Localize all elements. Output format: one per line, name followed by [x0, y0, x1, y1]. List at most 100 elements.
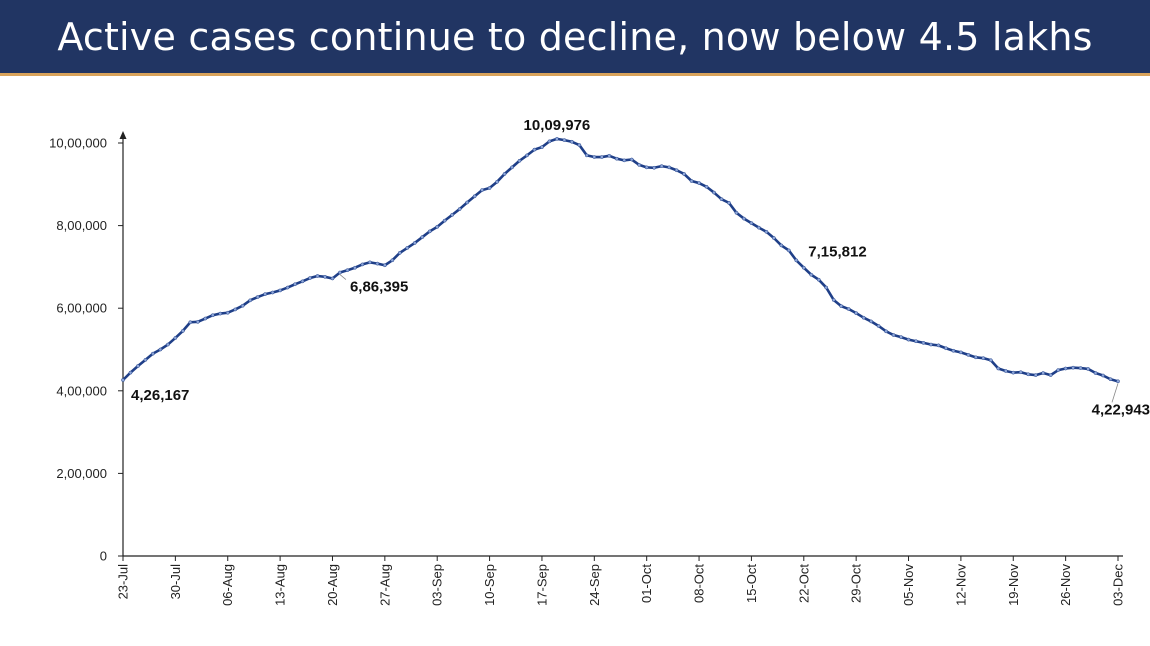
data-point	[495, 179, 499, 184]
data-point	[293, 282, 297, 287]
data-point	[315, 274, 320, 278]
data-point	[233, 307, 238, 312]
callout-leader	[339, 274, 347, 280]
data-point	[1116, 379, 1120, 384]
data-point	[629, 157, 634, 162]
x-axis-ticks: 23-Jul 30-Jul 06-Aug 13-Aug 20-Aug 27-Aug 03-S…	[116, 556, 1126, 606]
data-point	[510, 165, 514, 170]
data-point	[682, 172, 686, 176]
x-tick-label: 29-Oct	[849, 564, 864, 603]
data-point	[891, 333, 896, 337]
data-point	[1048, 373, 1053, 377]
x-tick-label: 13-Aug	[273, 564, 288, 606]
x-tick-label: 24-Sep	[587, 564, 602, 606]
data-point	[921, 341, 926, 345]
y-axis-arrow	[119, 131, 127, 139]
data-point	[270, 290, 275, 295]
data-point	[345, 268, 350, 273]
data-point	[786, 248, 791, 253]
data-point	[1093, 371, 1098, 375]
data-point	[1063, 366, 1068, 371]
data-point	[323, 274, 327, 279]
data-point	[1086, 367, 1090, 371]
data-point	[285, 285, 290, 290]
data-point	[480, 188, 484, 192]
data-point	[1011, 370, 1016, 375]
data-point	[1071, 365, 1075, 370]
data-point	[487, 186, 492, 190]
title-bar: Active cases continue to decline, now be…	[0, 0, 1150, 76]
data-point	[420, 235, 425, 240]
data-point	[742, 216, 746, 221]
data-point	[210, 313, 215, 318]
data-point	[801, 265, 806, 270]
axes	[119, 131, 1123, 557]
data-point	[592, 155, 597, 159]
data-point	[719, 197, 724, 202]
data-callouts: 4,26,167 6,86,395 10,09,976 7,15,812 4,22,94…	[131, 117, 1150, 418]
data-point	[652, 165, 657, 170]
y-tick-label: 8,00,000	[56, 218, 107, 233]
data-point	[375, 261, 380, 266]
data-point	[659, 164, 664, 168]
data-point	[764, 229, 769, 234]
data-point	[166, 342, 170, 347]
data-point	[472, 194, 477, 199]
data-point	[846, 307, 851, 311]
data-point	[136, 364, 140, 368]
data-point	[1101, 373, 1105, 378]
data-point	[1056, 368, 1061, 372]
data-point	[772, 236, 776, 240]
x-tick-label: 19-Nov	[1006, 564, 1021, 606]
data-point	[435, 224, 440, 229]
data-point	[734, 210, 739, 215]
data-point	[831, 298, 836, 302]
data-point	[757, 225, 761, 230]
x-tick-label: 08-Oct	[692, 564, 707, 603]
data-point	[876, 324, 881, 328]
data-point	[697, 181, 701, 185]
data-point	[996, 366, 1001, 371]
data-point	[225, 310, 230, 315]
data-point	[794, 258, 799, 263]
data-point	[1041, 371, 1046, 375]
data-point	[525, 153, 529, 158]
data-point	[450, 213, 455, 217]
data-point	[181, 329, 185, 333]
data-point	[824, 285, 829, 290]
data-point	[839, 304, 844, 308]
data-point	[143, 357, 148, 362]
data-point	[584, 153, 589, 158]
x-tick-label: 03-Dec	[1111, 564, 1126, 606]
data-point	[278, 288, 282, 293]
data-point	[816, 277, 821, 282]
data-point	[577, 143, 582, 147]
data-point	[674, 168, 679, 173]
data-point	[622, 158, 627, 163]
data-point	[390, 258, 395, 263]
y-tick-label: 0	[100, 549, 107, 564]
data-point	[457, 207, 462, 211]
series-active-cases	[121, 137, 1120, 384]
data-point	[1033, 373, 1038, 377]
y-axis-ticks: 0 2,00,000 4,00,000 6,00,000 8,00,000 10,00,0…	[49, 136, 123, 564]
callout-label: 7,15,812	[808, 243, 866, 260]
callout-label: 4,22,943	[1092, 401, 1150, 418]
data-point	[884, 329, 888, 334]
data-point	[465, 200, 469, 205]
x-tick-label: 06-Aug	[220, 564, 235, 606]
x-tick-label: 15-Oct	[744, 564, 759, 603]
data-point	[128, 370, 133, 375]
x-tick-label: 03-Sep	[430, 564, 445, 606]
x-tick-label: 30-Jul	[168, 564, 183, 600]
x-tick-label: 26-Nov	[1058, 564, 1073, 606]
data-point	[689, 179, 694, 183]
data-point	[854, 311, 859, 316]
data-point	[614, 156, 619, 161]
data-point	[779, 243, 784, 248]
data-point	[906, 337, 911, 342]
data-point	[607, 153, 612, 158]
data-point	[547, 139, 552, 144]
data-point	[936, 343, 941, 348]
